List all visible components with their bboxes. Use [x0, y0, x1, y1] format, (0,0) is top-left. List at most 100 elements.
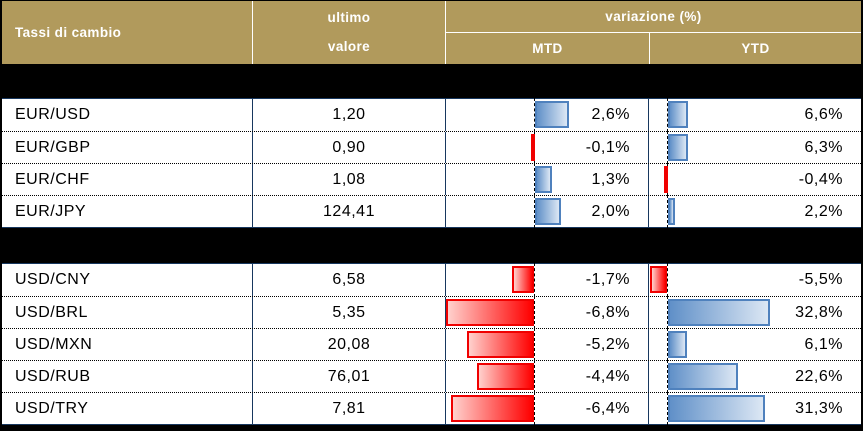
table-row: USD/TRY 7,81 -6,4% 31,3% [2, 392, 861, 425]
positive-data-bar [668, 134, 688, 161]
mtd-value: 1,3% [591, 171, 630, 188]
currency-pair-label: USD/MXN [15, 335, 93, 353]
mtd-value: -6,4% [585, 400, 630, 417]
mtd-value: -0,1% [585, 139, 630, 156]
positive-data-bar [535, 198, 561, 225]
positive-data-bar [535, 166, 552, 193]
negative-data-bar [650, 266, 667, 293]
mtd-bar-cell: -6,4% [445, 392, 648, 425]
section-band-usd [2, 228, 861, 263]
negative-data-bar [477, 363, 534, 390]
ytd-zero-axis [667, 392, 668, 425]
last-value-cell: 124,41 [252, 196, 445, 227]
ytd-bar-cell: 6,6% [648, 98, 861, 132]
section-usd-rows: USD/CNY 6,58 -1,7% -5,5% USD/BRL 5,35 -6… [2, 263, 861, 425]
mtd-zero-axis [534, 296, 535, 329]
last-value-cell: 5,35 [252, 297, 445, 328]
mtd-value: -4,4% [585, 368, 630, 385]
table-row: USD/CNY 6,58 -1,7% -5,5% [2, 263, 861, 297]
ytd-zero-axis [667, 296, 668, 329]
ytd-bar-cell: 32,8% [648, 296, 861, 329]
last-value-cell: 6,58 [252, 264, 445, 296]
mtd-zero-axis [534, 328, 535, 361]
column-header-ytd: YTD [649, 33, 861, 64]
mtd-value: -1,7% [585, 271, 630, 288]
ytd-zero-axis [667, 328, 668, 361]
mtd-value: 2,6% [591, 106, 630, 123]
mtd-zero-axis [534, 98, 535, 132]
ytd-zero-axis [667, 195, 668, 228]
mtd-bar-cell: -4,4% [445, 360, 648, 393]
mtd-bar-cell: 2,0% [445, 195, 648, 228]
ytd-zero-axis [667, 131, 668, 164]
last-value-cell: 1,20 [252, 99, 445, 131]
table-row: EUR/GBP 0,90 -0,1% 6,3% [2, 131, 861, 164]
mtd-value: -5,2% [585, 336, 630, 353]
section-eur-rows: EUR/USD 1,20 2,6% 6,6% EUR/GBP 0,90 -0,1… [2, 98, 861, 228]
currency-pair-label: USD/TRY [15, 399, 89, 417]
table-row: USD/MXN 20,08 -5,2% 6,1% [2, 328, 861, 361]
ytd-zero-axis [667, 263, 668, 297]
negative-data-bar [467, 331, 534, 358]
last-value-cell: 1,08 [252, 164, 445, 195]
mtd-value: 2,0% [591, 203, 630, 220]
ytd-bar-cell: 2,2% [648, 195, 861, 228]
table-row: USD/RUB 76,01 -4,4% 22,6% [2, 360, 861, 393]
column-header-variation: variazione (%) MTD YTD [445, 1, 861, 64]
table-row: USD/BRL 5,35 -6,8% 32,8% [2, 296, 861, 329]
negative-data-bar [446, 299, 534, 326]
positive-data-bar [668, 395, 765, 422]
positive-data-bar [668, 299, 770, 326]
ytd-bar-cell: -0,4% [648, 163, 861, 196]
ytd-value: 6,3% [804, 139, 843, 156]
ytd-bar-cell: 31,3% [648, 392, 861, 425]
negative-data-bar [531, 134, 535, 161]
ytd-bar-cell: 22,6% [648, 360, 861, 393]
variation-subheaders: MTD YTD [446, 33, 861, 64]
ytd-bar-cell: 6,3% [648, 131, 861, 164]
last-value-line2: valore [327, 39, 371, 54]
last-value-cell: 7,81 [252, 393, 445, 424]
mtd-bar-cell: 2,6% [445, 98, 648, 132]
last-value-cell: 20,08 [252, 329, 445, 360]
section-band-eur [2, 64, 861, 98]
mtd-zero-axis [534, 195, 535, 228]
negative-data-bar [664, 166, 668, 193]
page-title: Tassi di cambio [15, 25, 122, 40]
currency-pair-label: EUR/USD [15, 106, 91, 123]
ytd-value: 6,1% [804, 336, 843, 353]
ytd-value: 2,2% [804, 203, 843, 220]
mtd-zero-axis [534, 163, 535, 196]
mtd-zero-axis [534, 263, 535, 297]
ytd-bar-cell: 6,1% [648, 328, 861, 361]
mtd-bar-cell: 1,3% [445, 163, 648, 196]
ytd-value: 22,6% [795, 368, 843, 385]
ytd-zero-axis [667, 360, 668, 393]
currency-pair-label: USD/RUB [15, 367, 91, 385]
mtd-bar-cell: -6,8% [445, 296, 648, 329]
ytd-value: 6,6% [804, 106, 843, 123]
positive-data-bar [668, 198, 675, 225]
mtd-value: -6,8% [585, 304, 630, 321]
ytd-value: 31,3% [795, 400, 843, 417]
variation-label: variazione (%) [446, 1, 861, 33]
positive-data-bar [668, 101, 688, 128]
ytd-value: -5,5% [798, 271, 843, 288]
ytd-value: 32,8% [795, 304, 843, 321]
currency-pair-label: EUR/JPY [15, 202, 87, 220]
currency-pair-label: USD/BRL [15, 303, 88, 321]
mtd-bar-cell: -0,1% [445, 131, 648, 164]
negative-data-bar [512, 266, 534, 293]
mtd-zero-axis [534, 360, 535, 393]
last-value-cell: 76,01 [252, 361, 445, 392]
positive-data-bar [535, 101, 569, 128]
ytd-zero-axis [667, 98, 668, 132]
mtd-bar-cell: -5,2% [445, 328, 648, 361]
table-row: EUR/JPY 124,41 2,0% 2,2% [2, 195, 861, 228]
mtd-bar-cell: -1,7% [445, 263, 648, 297]
negative-data-bar [451, 395, 534, 422]
column-header-mtd: MTD [532, 41, 563, 56]
last-value-cell: 0,90 [252, 132, 445, 163]
table-header: Tassi di cambio ultimo valore variazione… [2, 1, 861, 64]
table-row: EUR/USD 1,20 2,6% 6,6% [2, 98, 861, 132]
